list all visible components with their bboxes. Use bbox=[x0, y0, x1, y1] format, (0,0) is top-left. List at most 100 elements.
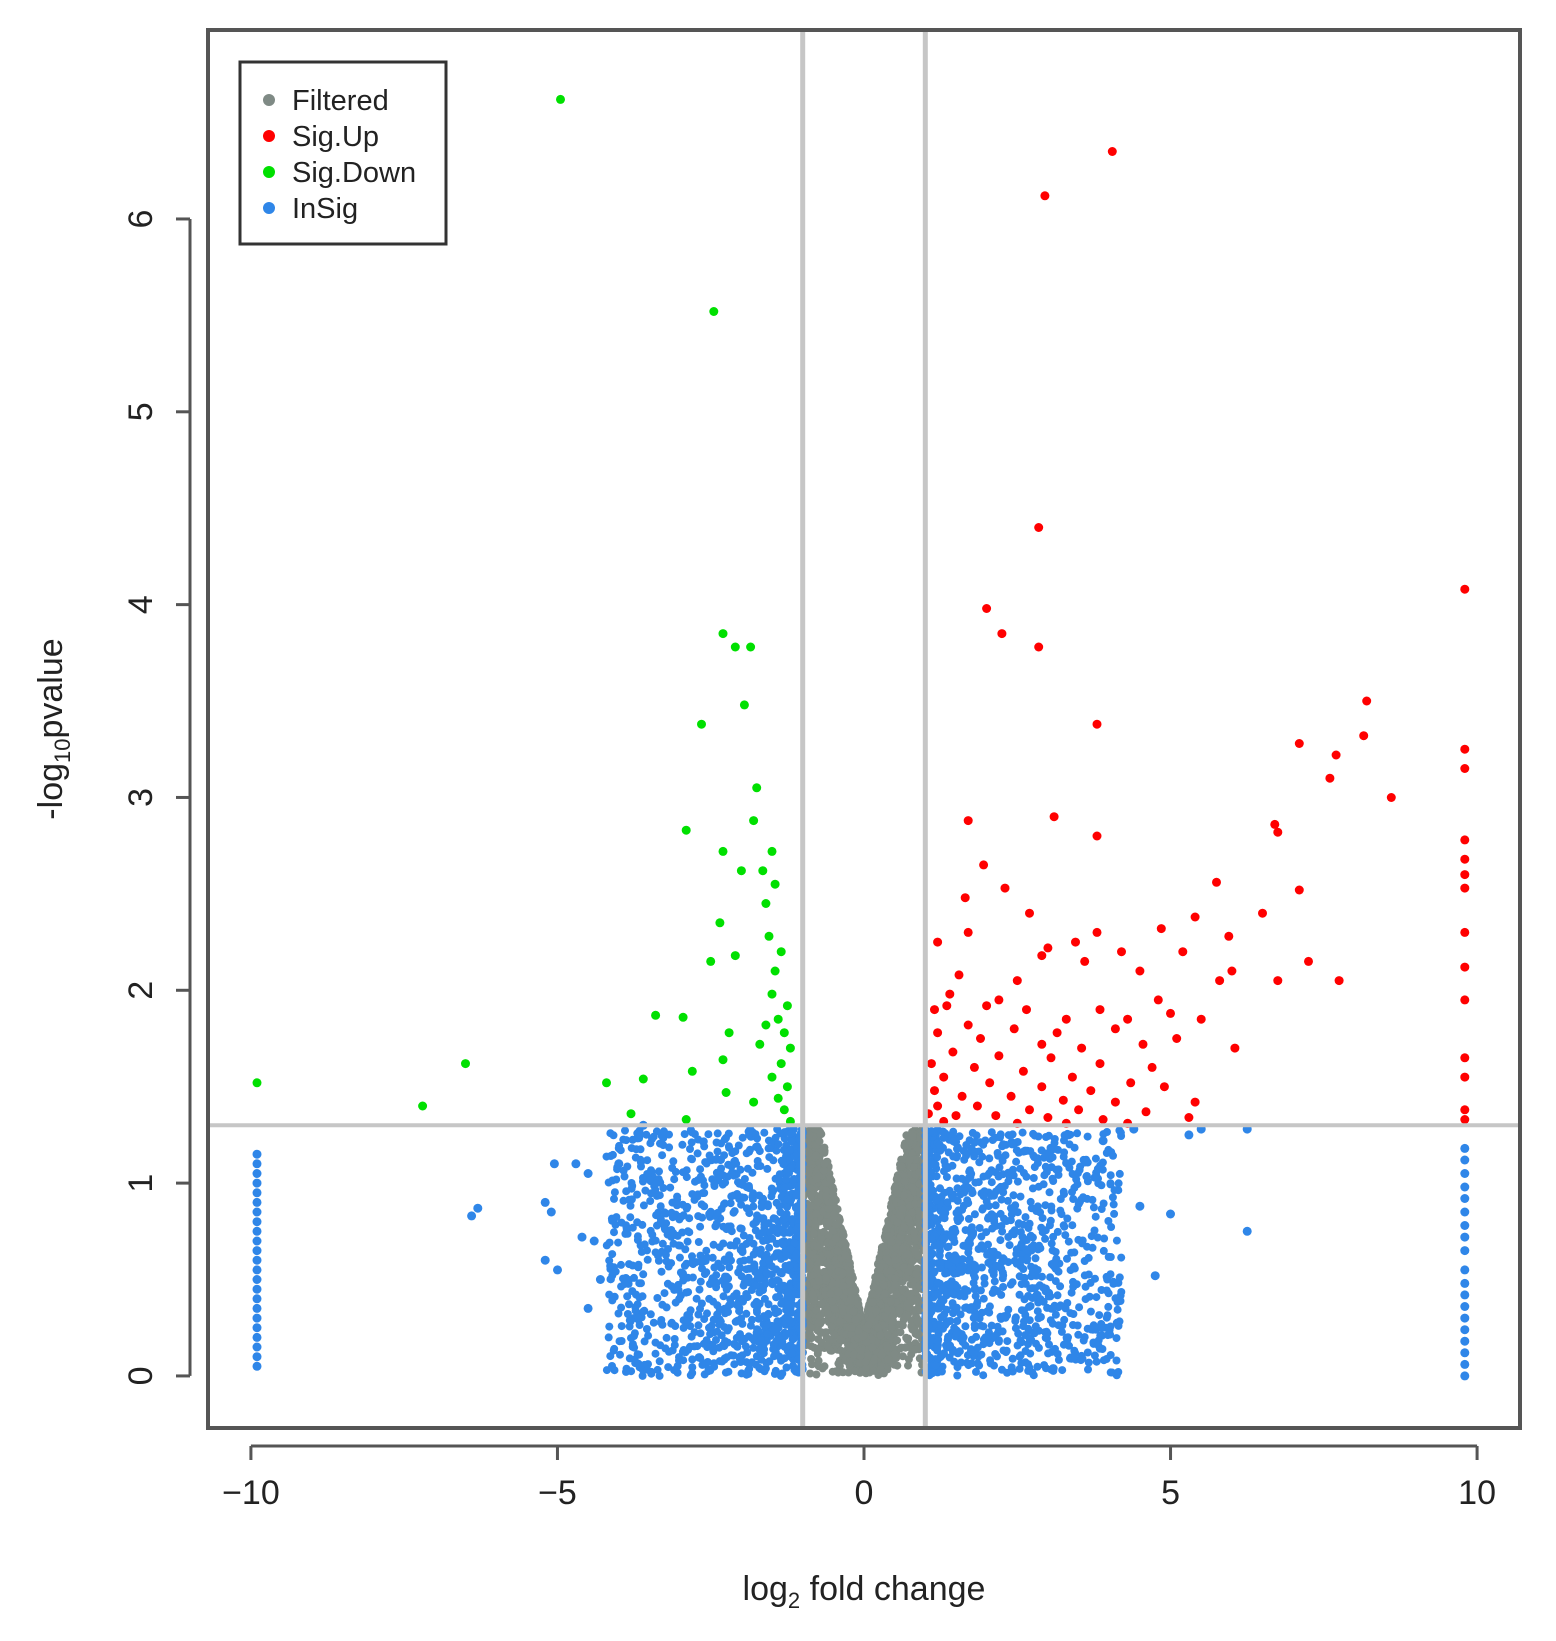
insig-point bbox=[771, 1227, 780, 1236]
insig-point bbox=[686, 1145, 694, 1153]
insig-point bbox=[1069, 1195, 1078, 1203]
insig-point bbox=[745, 1130, 753, 1139]
insig-point bbox=[693, 1342, 702, 1351]
filtered-point bbox=[818, 1364, 827, 1373]
insig-point bbox=[926, 1279, 934, 1288]
insig-point bbox=[649, 1318, 658, 1327]
insig-point bbox=[990, 1191, 998, 1200]
insig-point bbox=[927, 1127, 936, 1136]
insig-point bbox=[987, 1214, 996, 1223]
insig-point bbox=[1091, 1212, 1100, 1221]
insig-point bbox=[683, 1317, 691, 1326]
insig-point bbox=[628, 1287, 637, 1296]
insig-point bbox=[736, 1358, 745, 1366]
insig-point bbox=[980, 1279, 989, 1288]
insig-point bbox=[678, 1140, 687, 1149]
insig-point bbox=[1077, 1195, 1085, 1204]
insig-point bbox=[979, 1371, 988, 1380]
insig-point bbox=[656, 1202, 665, 1211]
insig-point bbox=[965, 1167, 974, 1176]
insig-point bbox=[792, 1249, 800, 1258]
filtered-point bbox=[870, 1354, 879, 1363]
insig-point bbox=[747, 1286, 756, 1294]
insig-point bbox=[790, 1334, 799, 1343]
insig-point bbox=[696, 1329, 705, 1338]
insig-point bbox=[967, 1223, 976, 1232]
insig-point bbox=[975, 1158, 984, 1167]
insig-point bbox=[1084, 1253, 1093, 1262]
insig-point bbox=[725, 1251, 734, 1260]
insig-point bbox=[670, 1335, 679, 1343]
insig-point bbox=[1088, 1195, 1097, 1204]
filtered-point bbox=[849, 1307, 858, 1316]
insig-point bbox=[1104, 1302, 1113, 1311]
insig-point bbox=[636, 1145, 645, 1154]
insig-point bbox=[971, 1292, 980, 1301]
insig-point bbox=[695, 1285, 704, 1294]
insig-point bbox=[680, 1261, 689, 1270]
insig-point bbox=[644, 1331, 653, 1340]
insig-point bbox=[724, 1308, 732, 1316]
insig-point bbox=[625, 1354, 634, 1363]
filtered-point bbox=[903, 1299, 912, 1308]
insig-point bbox=[735, 1307, 744, 1316]
insig-point bbox=[977, 1263, 986, 1272]
insig-point bbox=[1050, 1258, 1059, 1267]
insig-point bbox=[721, 1257, 730, 1266]
insig-point bbox=[646, 1310, 655, 1319]
insig-point bbox=[646, 1197, 655, 1205]
insig-point bbox=[932, 1241, 941, 1250]
insig-point bbox=[696, 1222, 705, 1231]
insig-point bbox=[661, 1344, 670, 1353]
insig-point bbox=[1026, 1232, 1035, 1241]
insig-point bbox=[682, 1204, 691, 1213]
insig-point bbox=[783, 1195, 792, 1204]
insig-point bbox=[952, 1329, 961, 1338]
insig-point bbox=[980, 1274, 989, 1282]
insig-point bbox=[674, 1286, 683, 1294]
insig-point bbox=[953, 1144, 961, 1153]
filtered-point bbox=[887, 1237, 896, 1246]
insig-point bbox=[659, 1184, 668, 1192]
insig-point bbox=[1046, 1273, 1055, 1282]
insig-point bbox=[682, 1173, 691, 1182]
filtered-point bbox=[915, 1221, 924, 1229]
insig-point bbox=[1067, 1288, 1076, 1297]
insig-point bbox=[622, 1223, 631, 1232]
insig-point bbox=[1033, 1362, 1042, 1371]
insig-point bbox=[948, 1289, 957, 1298]
filtered-point bbox=[915, 1179, 924, 1188]
insig-point bbox=[760, 1128, 769, 1137]
insig-point bbox=[763, 1329, 772, 1338]
insig-point bbox=[1026, 1349, 1035, 1358]
insig-point bbox=[635, 1350, 644, 1359]
filtered-point bbox=[908, 1257, 917, 1266]
filtered-point bbox=[910, 1325, 919, 1334]
insig-point bbox=[1004, 1131, 1013, 1140]
insig-point bbox=[991, 1201, 1000, 1210]
insig-point bbox=[1018, 1128, 1027, 1137]
insig-point bbox=[738, 1133, 747, 1142]
insig-point bbox=[661, 1250, 670, 1259]
filtered-point bbox=[815, 1277, 823, 1286]
insig-point bbox=[944, 1332, 953, 1341]
insig-point bbox=[671, 1298, 680, 1307]
insig-point bbox=[740, 1278, 749, 1287]
filtered-point bbox=[829, 1210, 838, 1219]
insig-point bbox=[651, 1236, 660, 1245]
insig-point bbox=[1008, 1354, 1017, 1363]
insig-point bbox=[996, 1312, 1005, 1321]
insig-point bbox=[655, 1191, 664, 1200]
insig-point bbox=[1081, 1295, 1090, 1304]
insig-point bbox=[1045, 1221, 1054, 1230]
filtered-point bbox=[843, 1313, 852, 1322]
insig-point bbox=[709, 1240, 718, 1249]
filtered-point bbox=[849, 1350, 858, 1359]
insig-point bbox=[962, 1151, 971, 1160]
insig-point bbox=[943, 1268, 952, 1277]
insig-point bbox=[946, 1341, 955, 1350]
insig-point bbox=[1048, 1153, 1057, 1162]
insig-point bbox=[657, 1267, 666, 1276]
filtered-point bbox=[898, 1321, 907, 1330]
insig-point bbox=[726, 1241, 735, 1250]
